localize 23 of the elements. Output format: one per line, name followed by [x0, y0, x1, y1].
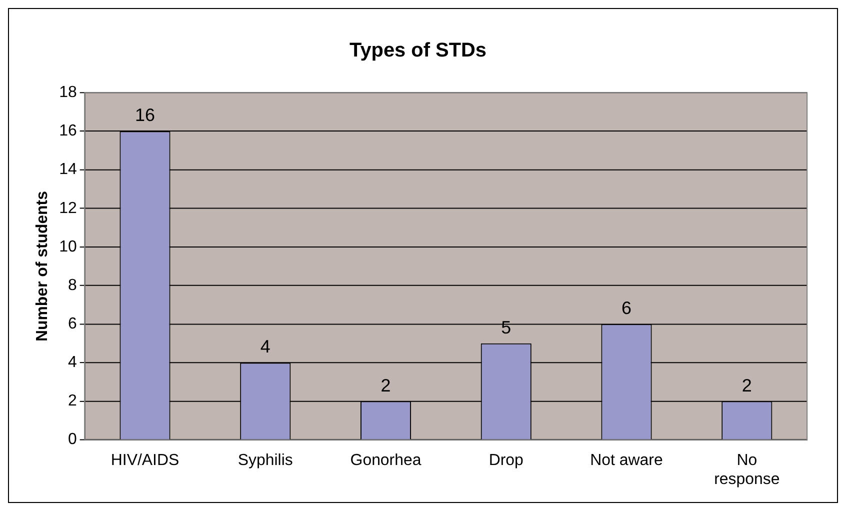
x-tick-label: HIV/AIDS — [110, 452, 180, 469]
data-label: 2 — [742, 375, 752, 396]
chart-title: Types of STDs — [350, 39, 487, 62]
y-tick-label: 18 — [59, 84, 77, 102]
x-tick-label: Drop — [488, 452, 524, 469]
y-axis-title: Number of students — [34, 190, 51, 342]
y-tick-label: 2 — [68, 392, 77, 410]
x-tick-label: Gonorhea — [350, 452, 422, 469]
x-tick-label: Syphilis — [238, 452, 293, 469]
x-tick-label: No response — [714, 452, 780, 488]
y-tick-label: 4 — [68, 354, 77, 372]
data-label: 2 — [380, 375, 391, 396]
x-tick-label: Not aware — [590, 452, 663, 469]
y-tick-label: 12 — [59, 200, 77, 217]
y-tick-label: 16 — [59, 122, 77, 140]
y-tick-label: 10 — [59, 238, 77, 256]
y-tick-label: 14 — [59, 161, 77, 178]
data-label: 6 — [622, 298, 632, 318]
y-tick-label: 6 — [68, 316, 77, 333]
data-label: 4 — [260, 336, 270, 357]
y-tick-label: 8 — [68, 276, 77, 294]
y-tick-label: 0 — [68, 431, 77, 448]
data-label: 16 — [135, 105, 156, 126]
